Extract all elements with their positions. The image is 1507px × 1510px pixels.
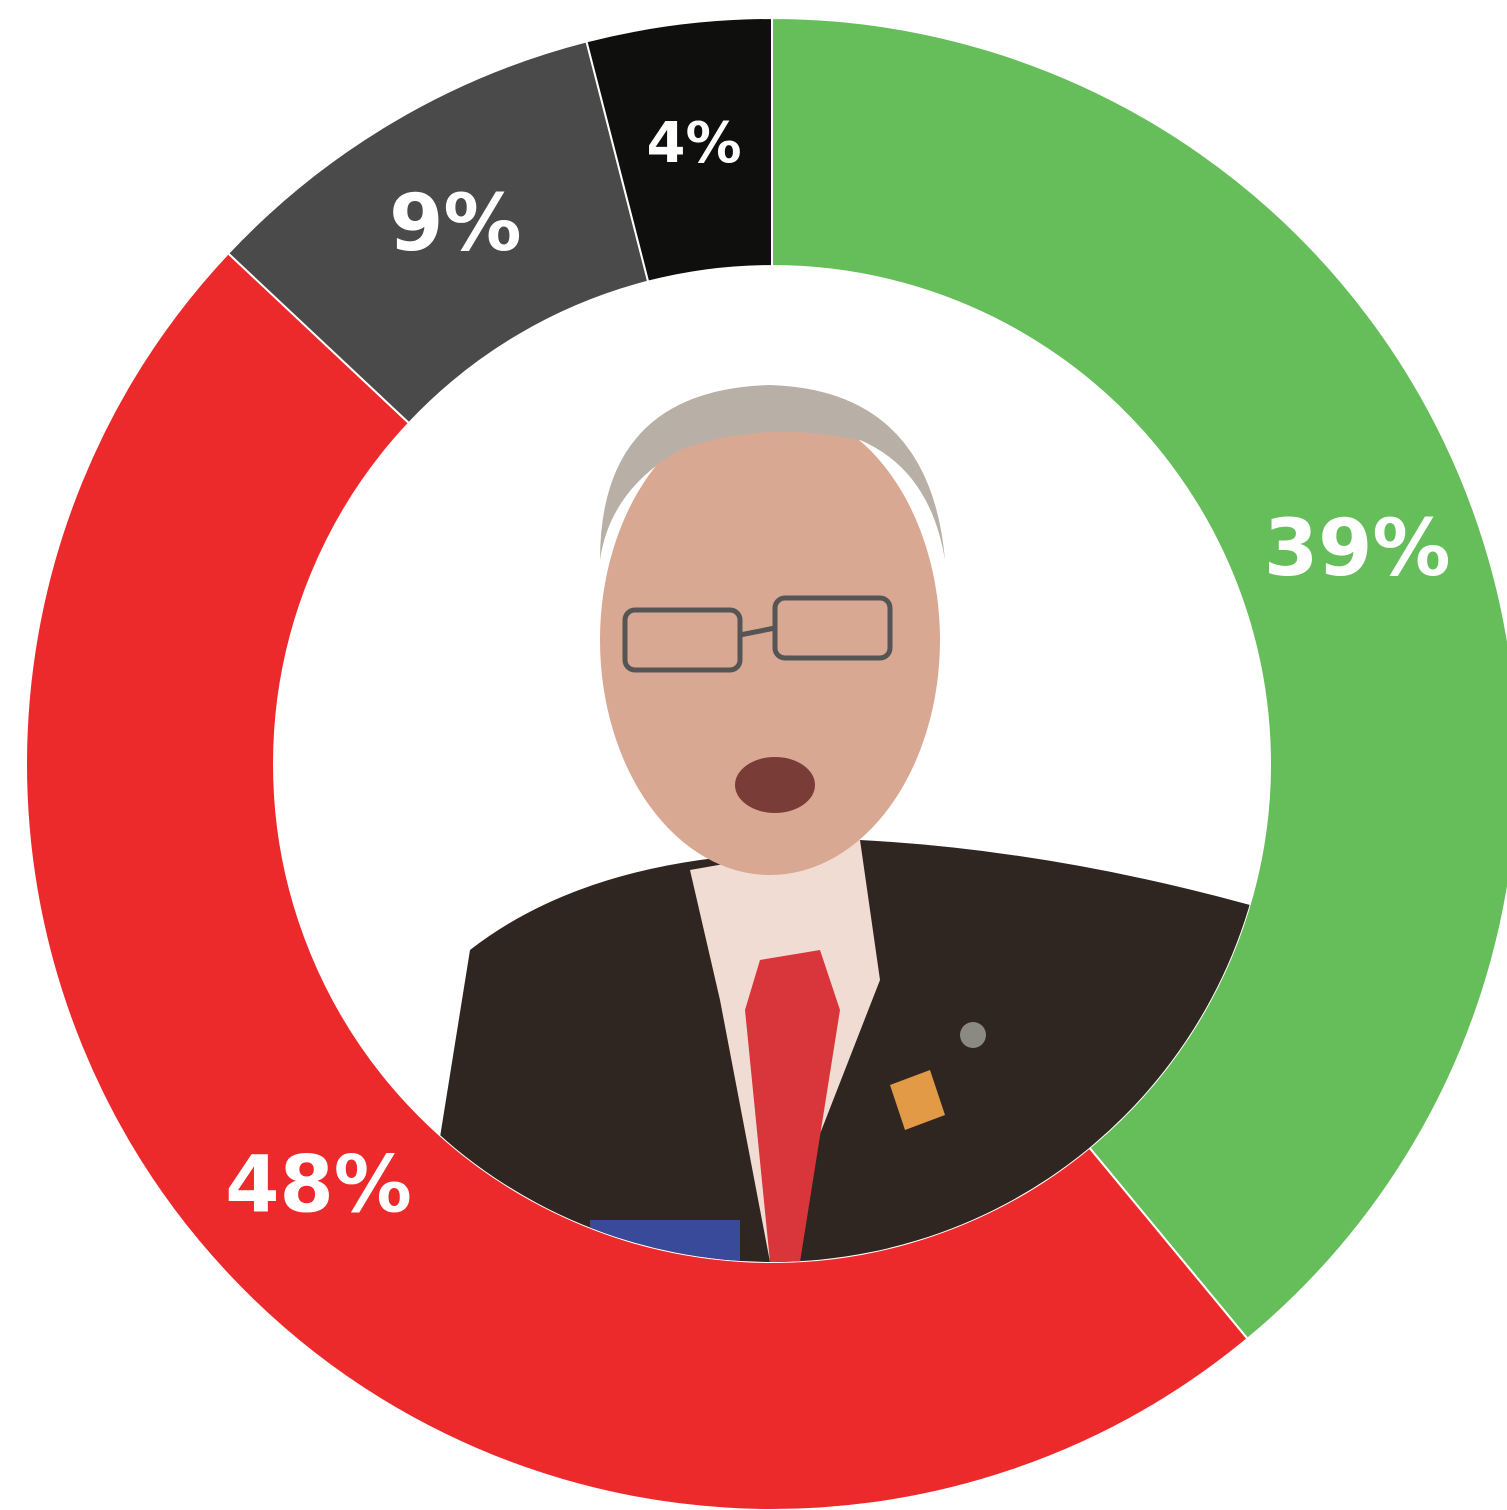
data-label: 4% bbox=[647, 111, 742, 176]
data-label: 9% bbox=[389, 179, 521, 269]
data-label: 39% bbox=[1264, 504, 1451, 594]
data-label: 48% bbox=[225, 1140, 412, 1230]
page: {"chart_data": {"type": "donut", "values… bbox=[0, 0, 1507, 1510]
center-photo bbox=[274, 266, 1270, 1270]
chart: 39% 48% 9% 4% bbox=[0, 0, 1507, 1510]
